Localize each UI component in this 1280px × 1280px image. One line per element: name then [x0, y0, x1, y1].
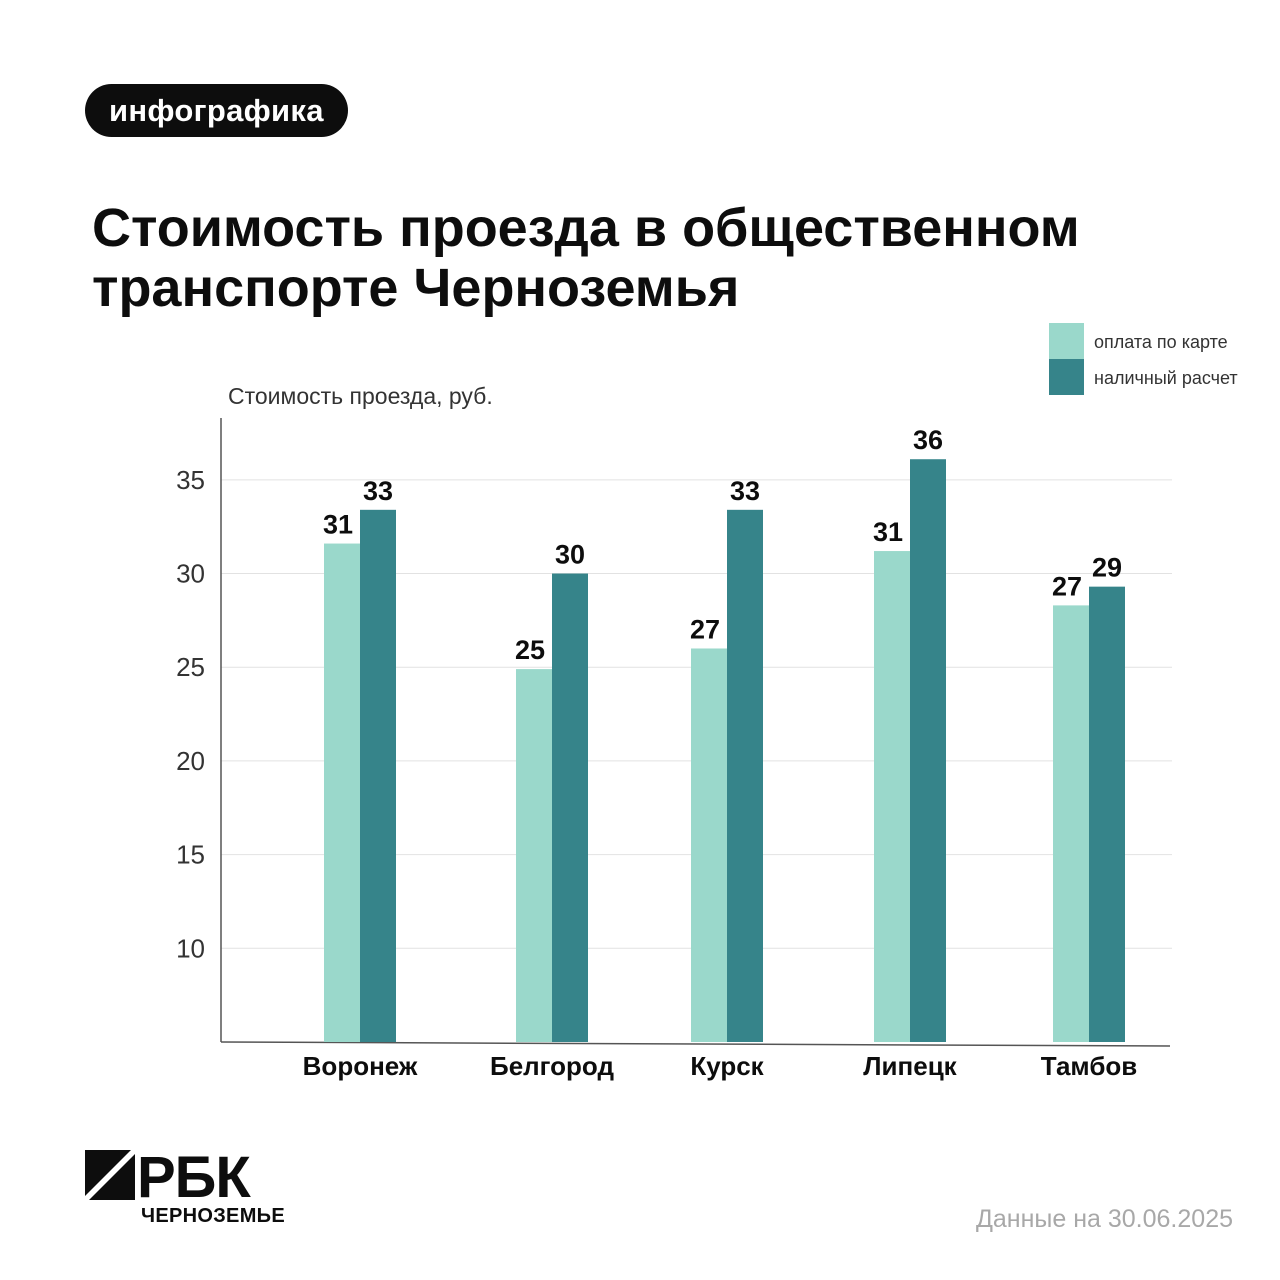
- legend-label-cash: наличный расчет: [1094, 368, 1238, 388]
- bar-Липецк-cash: [910, 459, 946, 1042]
- y-tick-label-30: 30: [176, 559, 205, 589]
- category-label-Курск: Курск: [690, 1051, 764, 1081]
- chart-legend: оплата по карте наличный расчет: [1049, 323, 1269, 395]
- data-label-Тамбов-cash: 29: [1092, 553, 1122, 583]
- category-label-Воронеж: Воронеж: [303, 1051, 418, 1081]
- page-title: Стоимость проезда в общественном транспо…: [92, 198, 1192, 318]
- data-label-Белгород-cash: 30: [555, 540, 585, 570]
- data-label-Тамбов-card: 27: [1052, 571, 1082, 601]
- bar-Курск-cash: [727, 509, 763, 1042]
- bar-Тамбов-cash: [1089, 586, 1125, 1042]
- y-tick-label-35: 35: [176, 465, 205, 495]
- rbc-logo: РБК ЧЕРНОЗЕМЬЕ: [85, 1145, 345, 1230]
- data-label-Воронеж-card: 31: [323, 510, 353, 540]
- title-line-2: транспорте Черноземья: [92, 258, 740, 318]
- legend-swatch-card: [1049, 323, 1084, 359]
- legend-item-cash: наличный расчет: [1049, 359, 1269, 395]
- rbc-logo-text: РБК: [137, 1145, 251, 1210]
- x-axis-line: [220, 1041, 1171, 1047]
- bar-Воронеж-cash: [360, 509, 396, 1042]
- bar-Белгород-cash: [552, 573, 588, 1042]
- legend-item-card: оплата по карте: [1049, 323, 1269, 359]
- y-tick-label-10: 10: [176, 933, 205, 963]
- data-label-Липецк-card: 31: [873, 517, 903, 547]
- category-label-Тамбов: Тамбов: [1041, 1051, 1138, 1081]
- data-date-note: Данные на 30.06.2025: [975, 1205, 1233, 1233]
- data-label-Курск-cash: 33: [730, 476, 760, 506]
- y-tick-label-25: 25: [176, 652, 205, 682]
- category-label-Белгород: Белгород: [490, 1051, 614, 1081]
- legend-swatch-cash: [1049, 359, 1084, 395]
- infographic-badge: инфографика: [85, 84, 348, 137]
- data-label-Воронеж-cash: 33: [363, 476, 393, 506]
- bar-Липецк-card: [874, 551, 910, 1042]
- title-line-1: Стоимость проезда в общественном: [92, 198, 1080, 258]
- data-label-Белгород-card: 25: [515, 635, 545, 665]
- category-label-Липецк: Липецк: [863, 1051, 957, 1081]
- rbc-logo-mark-icon: [85, 1150, 135, 1200]
- data-label-Курск-card: 27: [690, 614, 720, 644]
- bar-Тамбов-card: [1053, 605, 1089, 1042]
- bar-Курск-card: [691, 648, 727, 1042]
- bar-Воронеж-card: [324, 543, 360, 1042]
- data-label-Липецк-cash: 36: [913, 425, 943, 455]
- y-axis-label: Стоимость проезда, руб.: [228, 383, 493, 409]
- legend-label-card: оплата по карте: [1094, 332, 1228, 352]
- bar-Белгород-card: [516, 669, 552, 1042]
- y-tick-label-15: 15: [176, 840, 205, 870]
- y-tick-label-20: 20: [176, 746, 205, 776]
- rbc-logo-subtitle: ЧЕРНОЗЕМЬЕ: [141, 1205, 285, 1227]
